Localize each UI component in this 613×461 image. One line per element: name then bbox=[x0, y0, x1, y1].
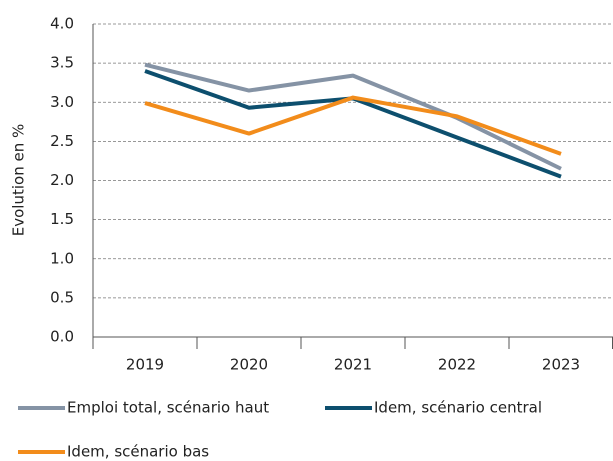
y-tick-label: 3.0 bbox=[50, 93, 74, 111]
y-tick-label: 2.5 bbox=[50, 132, 74, 150]
y-tick-label: 0.5 bbox=[50, 288, 74, 306]
y-tick-label: 2.0 bbox=[50, 171, 74, 189]
y-tick-label: 0.0 bbox=[50, 328, 74, 346]
x-tick-label: 2022 bbox=[438, 356, 476, 374]
y-tick-label: 3.5 bbox=[50, 54, 74, 72]
y-tick-label: 4.0 bbox=[50, 15, 74, 33]
x-tick-label: 2023 bbox=[542, 356, 580, 374]
y-tick-label: 1.0 bbox=[50, 249, 74, 267]
x-tick-label: 2019 bbox=[126, 356, 164, 374]
y-axis-label: Evolution en % bbox=[10, 124, 28, 236]
legend-label: Idem, scénario central bbox=[374, 399, 542, 417]
series-line bbox=[144, 95, 562, 156]
legend-label: Idem, scénario bas bbox=[67, 443, 209, 461]
legend-label: Emploi total, scénario haut bbox=[67, 399, 269, 417]
series-line bbox=[144, 62, 562, 171]
series-line bbox=[144, 69, 562, 179]
x-tick-label: 2021 bbox=[334, 356, 372, 374]
x-tick-label: 2020 bbox=[230, 356, 268, 374]
y-tick-label: 1.5 bbox=[50, 210, 74, 228]
